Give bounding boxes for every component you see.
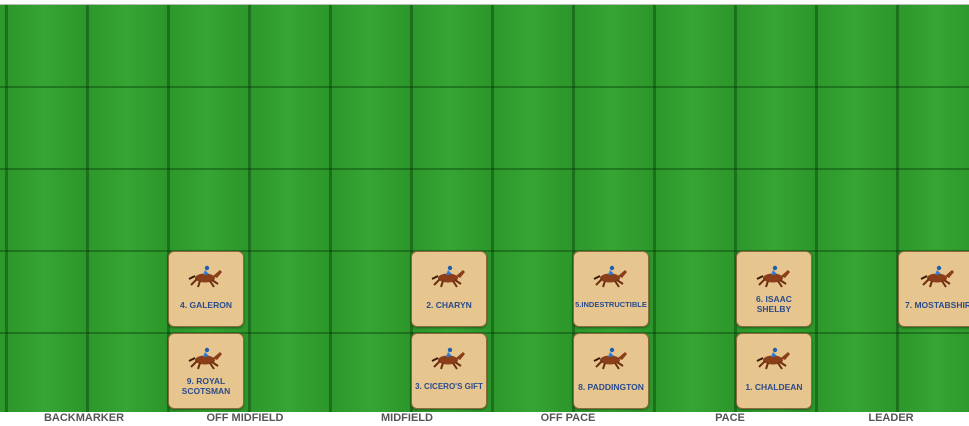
runner-name: 2. CHARYN [426,300,472,310]
position-label: OFF PACE [540,412,596,424]
position-label: BACKMARKER [43,412,125,424]
position-label: OFF MIDFIELD [206,412,284,424]
speed-map: 4. GALERON 2. CHARYN 5.INDESTRUCTIBLE 6.… [0,4,969,412]
horse-icon [431,264,466,288]
runner-name: 8. PADDINGTON [578,382,644,392]
horse-icon [431,346,466,370]
runner-name: 4. GALERON [180,300,232,310]
runner-card[interactable]: 1. CHALDEAN [736,333,812,409]
horse-icon [920,264,955,288]
runner-name: 3. CICERO'S GIFT [415,382,483,391]
runner-card[interactable]: 2. CHARYN [411,251,487,327]
runner-card[interactable]: 7. MOSTABSHIR [898,251,969,327]
runner-card[interactable]: 4. GALERON [168,251,244,327]
runner-card[interactable]: 3. CICERO'S GIFT [411,333,487,409]
position-label: LEADER [868,412,914,424]
runner-name: 7. MOSTABSHIR [905,300,969,310]
runner-card[interactable]: 8. PADDINGTON [573,333,649,409]
runner-card[interactable]: 5.INDESTRUCTIBLE [573,251,649,327]
horse-icon [756,264,791,288]
runner-name: 5.INDESTRUCTIBLE [575,300,647,309]
horse-icon [756,346,791,370]
runner-name: 6. ISAAC SHELBY [756,294,792,314]
position-label: PACE [715,412,745,424]
horse-icon [593,264,628,288]
runner-card[interactable]: 9. ROYAL SCOTSMAN [168,333,244,409]
runner-name: 9. ROYAL SCOTSMAN [181,376,231,396]
horse-icon [188,346,223,370]
horse-icon [593,346,628,370]
horse-icon [188,264,223,288]
position-label: MIDFIELD [381,412,433,424]
runner-card[interactable]: 6. ISAAC SHELBY [736,251,812,327]
runner-name: 1. CHALDEAN [745,382,803,392]
